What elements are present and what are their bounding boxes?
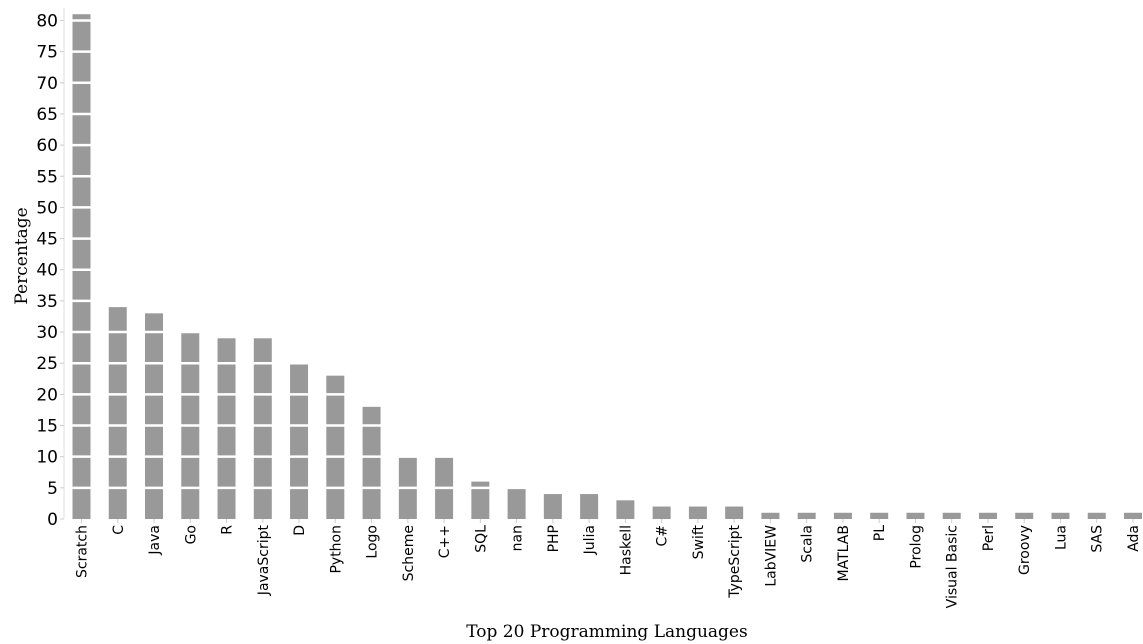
x-tick-label-javascript: JavaScript [256,524,272,596]
x-tick-label-r: R [220,525,236,535]
x-tick-label-go: Go [183,525,199,544]
bar-perl [978,512,997,519]
x-tick-label-swift: Swift [691,524,707,559]
y-tick-label-30: 30 [36,323,58,343]
x-tick-label-logo: Logo [365,525,381,559]
bar-pl [870,512,889,519]
bar-scala [797,512,816,519]
x-tick-label-sas: SAS [1090,525,1106,553]
x-tick-label-java: Java [147,525,163,556]
x-tick-label-php: PHP [546,525,562,552]
bar-logo [362,406,381,519]
gridlines-layer [64,19,1143,490]
y-tick-label-0: 0 [47,510,58,530]
bar-php [543,494,562,519]
y-tick-label-70: 70 [36,74,58,94]
x-tick-label-pl: PL [872,525,888,541]
bar-java [145,313,164,519]
bar-groovy [1015,512,1034,519]
x-tick-label-perl: Perl [981,525,997,551]
x-tick-label-labview: LabVIEW [763,525,779,587]
y-tick-label-45: 45 [36,230,58,250]
y-tick-label-15: 15 [36,417,58,437]
x-tick-label-julia: Julia [582,525,598,555]
x-axis-title: Top 20 Programming Languages [466,622,747,642]
x-tick-label-haskell: Haskell [618,525,634,575]
y-tick-label-10: 10 [36,448,58,468]
x-tick-label-nan: nan [510,525,526,551]
x-tick-label-typescript: TypeScript [727,524,743,598]
bar-sql [471,481,490,519]
bars-layer [72,14,1142,519]
x-tick-label-visual-basic: Visual Basic [945,525,961,608]
x-tick-label-sql: SQL [473,525,489,553]
bar-c- [652,506,671,519]
x-tick-label-matlab: MATLAB [836,525,852,581]
x-tick-label-scala: Scala [800,525,816,563]
bar-scratch [72,14,91,519]
y-tick-label-65: 65 [36,105,58,125]
y-axis-title: Percentage [12,207,32,304]
y-tick-label-35: 35 [36,292,58,312]
x-tick-label-scratch: Scratch [75,525,91,578]
y-tick-label-5: 5 [47,479,58,499]
x-tick-label-ada: Ada [1126,525,1142,552]
y-tick-label-55: 55 [36,167,58,187]
x-tick-label-lua: Lua [1053,525,1069,550]
bar-julia [580,494,599,519]
y-tick-label-40: 40 [36,261,58,281]
y-tick-label-50: 50 [36,198,58,218]
y-ticks-layer: 0 5 10 15 20 25 30 35 40 45 50 55 60 65 70 75 80 [36,11,64,530]
bar-c [108,307,127,519]
bar-typescript [725,506,744,519]
x-tick-label-c: C [111,525,127,535]
bar-sas [1087,512,1106,519]
bar-d [290,363,309,519]
bar-matlab [833,512,852,519]
bar-lua [1051,512,1070,519]
x-tick-label-scheme: Scheme [401,525,417,581]
bar-r [217,338,236,519]
bar-ada [1124,512,1142,519]
bar-haskell [616,500,635,519]
y-tick-label-25: 25 [36,354,58,374]
bar-swift [688,506,707,519]
bar-nan [507,487,526,519]
bar-visual-basic [942,512,961,519]
x-tick-label-prolog: Prolog [908,525,924,569]
bar-python [326,375,345,519]
bar-prolog [906,512,925,519]
bar-javascript [253,338,272,519]
x-tick-label-c-: C++ [437,525,453,558]
bar-labview [761,512,780,519]
y-tick-label-20: 20 [36,385,58,405]
x-tick-label-c-: C# [655,525,671,547]
y-tick-label-80: 80 [36,11,58,31]
y-tick-label-60: 60 [36,136,58,156]
x-tick-label-python: Python [328,525,344,574]
y-tick-label-75: 75 [36,43,58,63]
x-tick-label-groovy: Groovy [1017,525,1033,575]
x-tick-label-d: D [292,525,308,536]
x-ticks-layer: Scratch C Java Go R JavaScript D Python Logo Sche… [75,519,1142,608]
